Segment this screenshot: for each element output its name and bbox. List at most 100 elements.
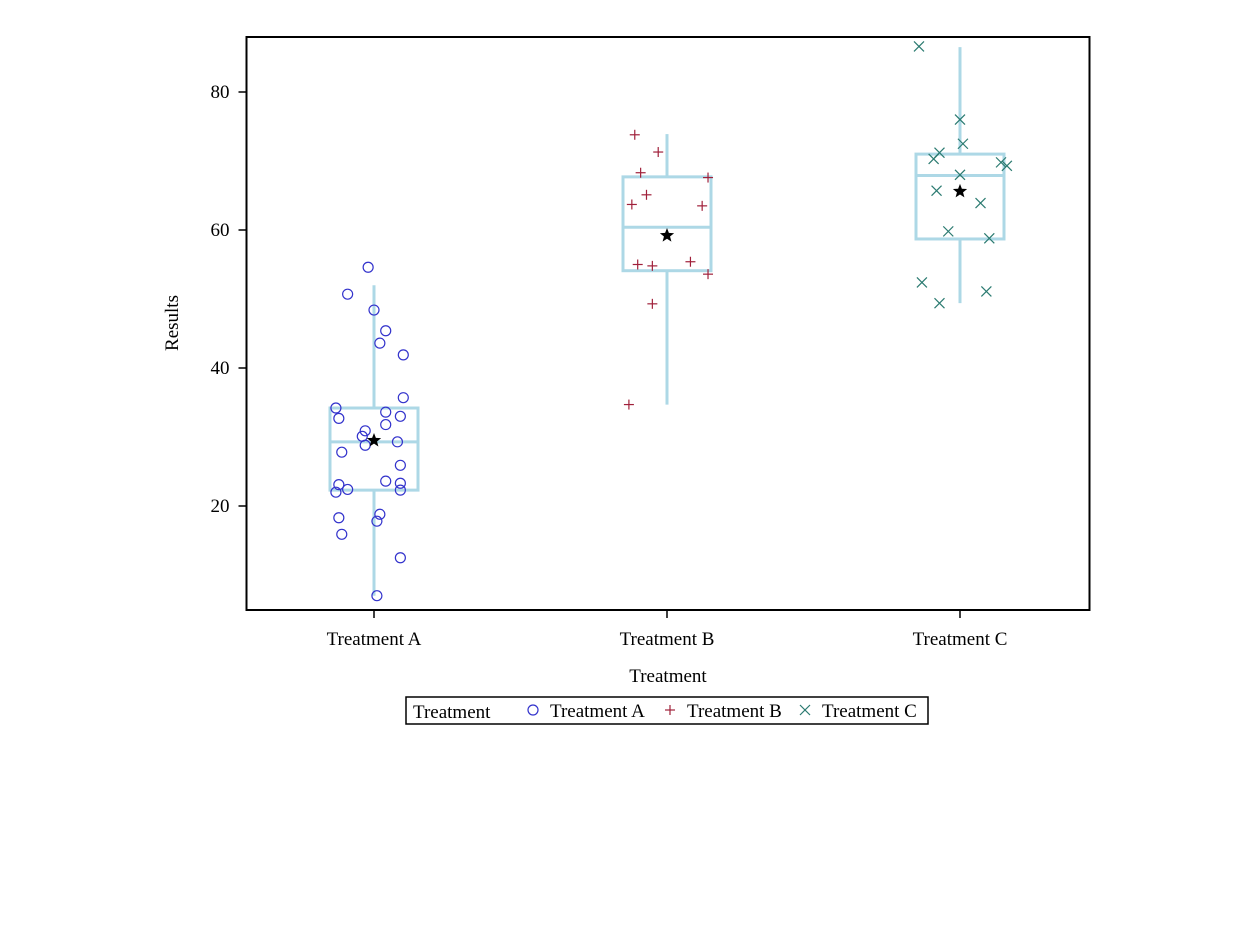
- data-point: [629, 129, 640, 140]
- x-tick-label: Treatment B: [620, 629, 715, 650]
- data-point-b: [1001, 160, 1013, 172]
- box-iqr: [328, 406, 420, 492]
- y-tick-label: 40: [211, 358, 230, 379]
- data-point: [653, 147, 664, 158]
- legend-entry-3: Treatment C: [799, 701, 917, 722]
- data-point: [1001, 160, 1013, 172]
- data-point: [942, 225, 954, 237]
- y-tick-label: 20: [211, 496, 230, 517]
- data-point: [374, 337, 386, 349]
- legend-marker: [799, 704, 811, 716]
- data-point: [697, 200, 708, 211]
- legend-label: Treatment A: [550, 701, 645, 722]
- legend: Treatment Treatment A Treatment B Treatmen…: [405, 696, 929, 725]
- data-point: [703, 172, 714, 183]
- x-tick-label: Treatment C: [913, 629, 1008, 650]
- data-point: [931, 185, 942, 197]
- plot-content: [328, 41, 1013, 602]
- data-point: [380, 325, 392, 337]
- legend-title: Treatment: [413, 702, 491, 723]
- data-point: [336, 446, 348, 458]
- mean-marker: [659, 228, 675, 242]
- x-axis: Treatment A Treatment B Treatment C: [327, 610, 1008, 650]
- data-point: [685, 256, 696, 267]
- legend-marker: [527, 704, 539, 716]
- data-point: [333, 512, 345, 524]
- data-point: [635, 167, 646, 178]
- data-point: [380, 418, 392, 431]
- box-iqr: [621, 175, 713, 273]
- data-point: [380, 475, 392, 487]
- series-2-points: [623, 129, 714, 410]
- data-point: [916, 277, 928, 288]
- data-point: [394, 477, 406, 489]
- data-point: [623, 399, 634, 410]
- legend-entries: Treatment A Treatment B Treatment C: [527, 701, 917, 722]
- mean-marker: [366, 432, 382, 447]
- data-point: [980, 285, 992, 297]
- legend-label: Treatment C: [822, 701, 917, 722]
- x-axis-label: Treatment: [629, 666, 707, 687]
- data-point: [995, 156, 1007, 168]
- data-point-b: [975, 197, 986, 209]
- data-point: [957, 138, 969, 150]
- data-point: [394, 410, 406, 422]
- data-point: [330, 486, 342, 498]
- data-point: [983, 232, 995, 244]
- data-point: [975, 197, 986, 209]
- data-point: [394, 459, 406, 471]
- data-point: [362, 261, 374, 273]
- y-axis-label: Results: [162, 295, 183, 351]
- data-point: [368, 304, 380, 316]
- box-2: [621, 134, 713, 405]
- box-iqr: [914, 152, 1006, 241]
- data-point-b: [928, 153, 940, 165]
- data-point-b: [916, 277, 928, 288]
- data-point-b: [995, 156, 1007, 168]
- legend-entry-2: Treatment B: [665, 701, 782, 722]
- data-point: [647, 298, 658, 309]
- data-point: [954, 169, 966, 181]
- y-axis: 20 40 60 80: [211, 82, 247, 517]
- data-point: [647, 260, 658, 271]
- legend-marker-b: [799, 704, 811, 716]
- data-point: [954, 114, 966, 126]
- data-point: [934, 297, 945, 309]
- data-point: [336, 528, 348, 540]
- data-point: [703, 269, 714, 280]
- data-point: [394, 552, 406, 564]
- x-tick-label: Treatment A: [327, 629, 422, 650]
- data-point: [374, 508, 386, 520]
- data-point: [333, 412, 345, 424]
- data-point-b: [957, 138, 969, 150]
- data-point: [928, 153, 940, 165]
- data-point-b: [934, 297, 945, 309]
- data-point: [397, 349, 409, 361]
- data-point: [397, 392, 409, 404]
- mean-marker: [952, 183, 968, 198]
- data-point-b: [942, 225, 954, 237]
- y-tick-label: 60: [211, 220, 230, 241]
- data-point: [394, 484, 406, 496]
- data-point: [330, 402, 342, 414]
- legend-entry-1: Treatment A: [527, 701, 645, 722]
- data-point: [626, 199, 637, 210]
- legend-label: Treatment B: [687, 701, 782, 722]
- y-tick-label: 80: [211, 82, 230, 103]
- data-point: [333, 479, 345, 491]
- plot-frame: [245, 36, 1091, 611]
- data-point: [371, 515, 383, 527]
- data-point: [391, 436, 404, 448]
- data-point: [632, 259, 643, 270]
- data-point: [371, 590, 383, 602]
- data-point: [342, 288, 354, 300]
- data-point-b: [983, 232, 995, 244]
- data-point-b: [954, 169, 966, 181]
- data-point-b: [913, 41, 925, 52]
- data-point: [359, 425, 371, 437]
- data-point-b: [931, 185, 942, 197]
- data-point-b: [980, 285, 992, 297]
- data-point: [641, 189, 652, 200]
- series-1-points: [330, 261, 409, 602]
